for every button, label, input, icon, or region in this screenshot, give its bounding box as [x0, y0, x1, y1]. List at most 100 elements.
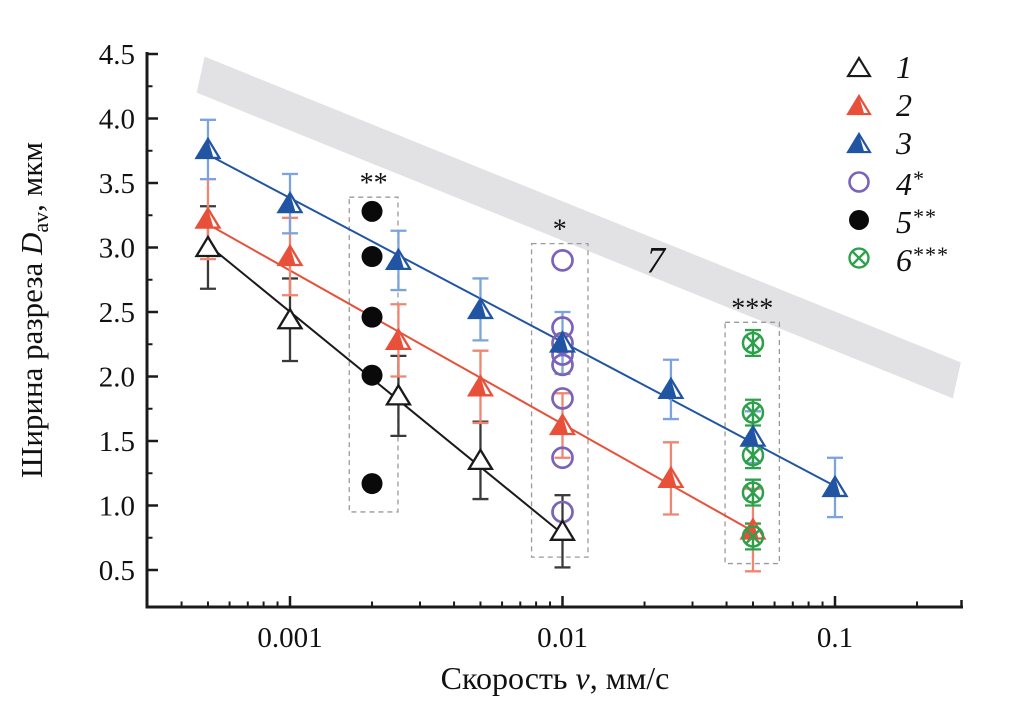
- triangle-fill-shape: [468, 376, 486, 396]
- x-title-units: , мм/с: [589, 660, 670, 696]
- y-tick-label: 2.0: [99, 362, 135, 394]
- circle-filled-shape: [361, 306, 383, 328]
- circle-x-shape: [741, 401, 765, 424]
- circle-x-diag2: [745, 447, 761, 464]
- triangle-half-marker: [276, 243, 304, 267]
- y-title-variable: D: [14, 232, 49, 255]
- circle-filled-shape: [361, 246, 383, 268]
- triangle-open-shape: [194, 234, 222, 258]
- circle-open-shape: [551, 446, 574, 470]
- circle-open-marker: [551, 446, 574, 470]
- highlight-box-2: [530, 242, 589, 558]
- triangle-fill-shape: [278, 246, 296, 266]
- x-title-text: Скорость: [440, 660, 576, 696]
- y-tick-label: 4.5: [99, 39, 135, 71]
- legend: 1 2 3 4* 5** 6***: [844, 49, 948, 282]
- y-tick-label: 3.0: [99, 233, 135, 265]
- fit-line-series-3: [207, 153, 836, 488]
- circle-x-diag2: [745, 404, 761, 421]
- legend-label: 4*: [896, 165, 924, 202]
- triangle-half-marker: [657, 376, 685, 400]
- box-asterisk-label: **: [360, 168, 388, 199]
- triangle-open-shape: [466, 447, 495, 471]
- circle-filled-shape: [361, 364, 383, 386]
- triangle-half-marker: [384, 327, 412, 351]
- legend-circle-filled-icon: [849, 210, 869, 230]
- series-4: [551, 249, 574, 524]
- circle-open-shape: [551, 249, 574, 272]
- triangle-open-marker: [846, 55, 872, 78]
- y-tick-label: 4.0: [99, 104, 135, 136]
- triangle-fill-shape: [386, 329, 404, 349]
- triangle-fill-shape: [848, 134, 865, 153]
- circle-x-diag2: [851, 250, 867, 266]
- circle-open-marker: [551, 353, 574, 377]
- circle-x-marker: [741, 525, 765, 548]
- legend-item-3: 3: [844, 125, 948, 161]
- legend-label-asterisks: **: [912, 203, 936, 229]
- circle-filled-marker: [361, 200, 383, 222]
- triangle-open-shape: [548, 518, 577, 541]
- triangle-fill-shape: [823, 476, 841, 496]
- circle-x-diag2: [745, 528, 761, 545]
- triangle-open-marker: [194, 234, 222, 258]
- triangle-half-marker: [846, 93, 872, 116]
- circle-filled-marker: [849, 210, 869, 230]
- circle-x-marker: [741, 481, 765, 504]
- circle-x-marker: [741, 401, 765, 424]
- triangle-open-marker: [548, 518, 577, 541]
- circle-x-marker: [741, 331, 765, 355]
- legend-triangle-half-icon: [846, 93, 872, 116]
- triangle-fill-shape: [278, 193, 296, 213]
- triangle-half-marker: [276, 190, 304, 214]
- triangle-half-marker: [466, 374, 495, 397]
- y-tick-label: 0.5: [99, 555, 135, 587]
- triangle-fill-shape: [659, 467, 677, 487]
- triangle-fill-shape: [468, 298, 486, 318]
- triangle-fill-shape: [196, 208, 214, 228]
- legend-item-2: 2: [844, 89, 948, 121]
- circle-filled-marker: [361, 306, 383, 328]
- circle-x-shape: [741, 525, 765, 548]
- legend-item-1: 1: [844, 49, 948, 85]
- triangle-half-marker: [739, 424, 767, 447]
- triangle-fill-shape: [386, 249, 404, 269]
- legend-item-6: 6***: [844, 241, 948, 278]
- triangle-fill-shape: [848, 96, 865, 115]
- triangle-half-marker: [657, 465, 685, 489]
- legend-label-asterisks: ***: [912, 241, 948, 267]
- circle-open-marker: [551, 249, 574, 272]
- triangle-half-marker: [466, 296, 495, 320]
- y-title-subscript: av: [28, 211, 53, 233]
- legend-label: 5**: [896, 203, 936, 240]
- circle-x-marker: [848, 247, 870, 269]
- triangle-half-marker: [194, 136, 222, 160]
- x-tick-label: 0.01: [537, 622, 588, 654]
- triangle-fill-shape: [551, 415, 568, 435]
- legend-item-5: 5**: [844, 203, 948, 240]
- circle-x-shape: [848, 247, 870, 269]
- circle-filled-shape: [361, 473, 383, 495]
- triangle-half-marker: [821, 474, 849, 498]
- circle-open-marker: [848, 171, 870, 193]
- band-label: 7: [647, 240, 667, 281]
- legend-label: 6***: [896, 241, 948, 278]
- legend-triangle-open-icon: [846, 55, 872, 78]
- circle-open-shape: [848, 171, 870, 193]
- x-title-variable: v: [575, 660, 590, 696]
- circle-x-shape: [741, 331, 765, 355]
- series-1: [194, 234, 577, 541]
- triangle-half-marker: [548, 412, 577, 436]
- y-tick-label: 1.0: [99, 491, 135, 523]
- triangle-half-marker: [846, 131, 872, 154]
- y-tick-label: 1.5: [99, 426, 135, 458]
- y-title-text: Ширина разреза: [14, 255, 49, 478]
- x-axis-title: Скорость v, мм/с: [295, 660, 815, 697]
- circle-filled-shape: [361, 200, 383, 222]
- legend-label: 3: [896, 125, 912, 161]
- series-3: [194, 136, 849, 498]
- triangle-fill-shape: [196, 138, 214, 158]
- legend-label: 1: [896, 49, 912, 85]
